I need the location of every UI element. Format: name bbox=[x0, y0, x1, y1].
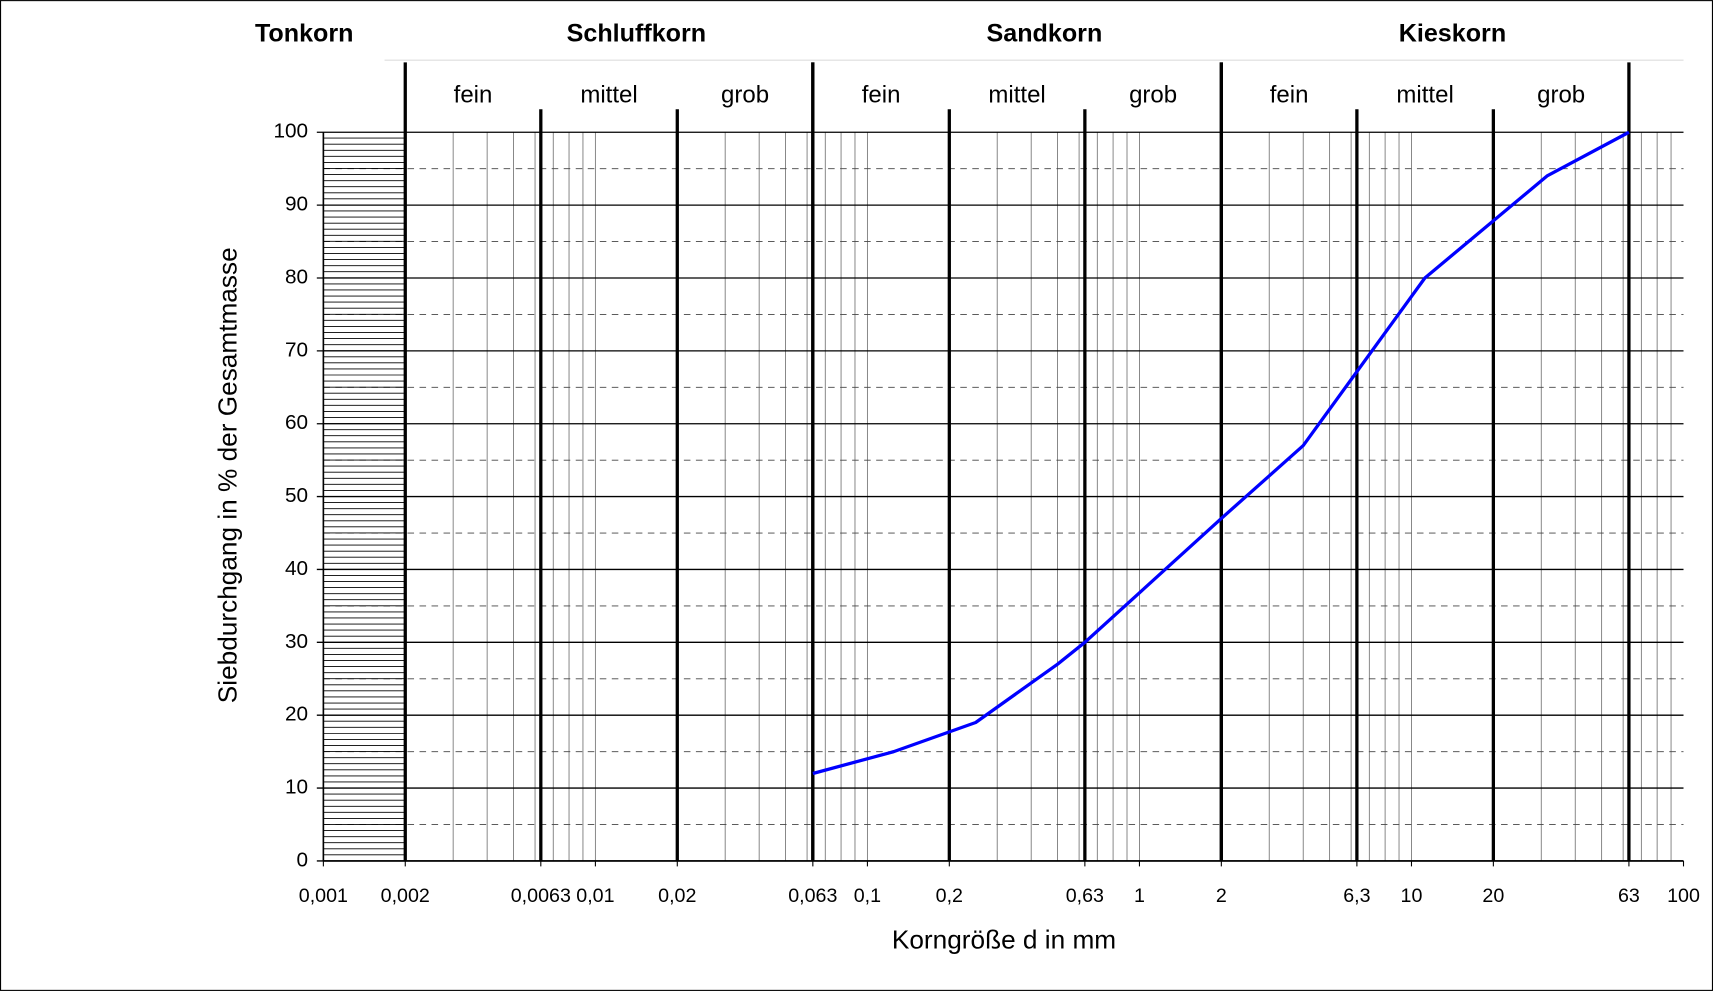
fraction-label: Schluffkorn bbox=[567, 20, 707, 48]
fraction-label: Kieskorn bbox=[1399, 20, 1506, 48]
y-tick-label: 30 bbox=[285, 630, 308, 653]
fraction-label: Tonkorn bbox=[255, 20, 354, 48]
x-tick-label: 0,01 bbox=[576, 885, 614, 907]
x-tick-label: 0,02 bbox=[658, 885, 696, 907]
x-tick-label: 0,2 bbox=[936, 885, 963, 907]
y-tick-label: 70 bbox=[285, 338, 308, 361]
y-axis-title: Siebdurchgang in % der Gesamtmasse bbox=[212, 247, 242, 703]
data-line bbox=[812, 130, 1630, 776]
x-tick-label: 6,3 bbox=[1343, 885, 1370, 907]
x-axis-title: Korngröße d in mm bbox=[892, 925, 1116, 955]
fraction-label: Sandkorn bbox=[986, 20, 1102, 48]
y-tick-label: 10 bbox=[285, 776, 308, 799]
subfraction-label: fein bbox=[1270, 82, 1309, 109]
subfraction-label: grob bbox=[721, 82, 769, 109]
x-tick-label: 0,1 bbox=[854, 885, 881, 907]
x-tick-label: 63 bbox=[1618, 885, 1640, 907]
subfraction-label: mittel bbox=[1396, 82, 1453, 109]
x-tick-label: 0,002 bbox=[381, 885, 430, 907]
x-tick-label: 100 bbox=[1667, 885, 1700, 907]
x-tick-label: 20 bbox=[1482, 885, 1504, 907]
x-tick-label: 0,001 bbox=[299, 885, 348, 907]
x-tick-label: 10 bbox=[1401, 885, 1423, 907]
subfraction-label: grob bbox=[1129, 82, 1177, 109]
y-tick-label: 50 bbox=[285, 484, 308, 507]
subfraction-label: grob bbox=[1537, 82, 1585, 109]
x-tick-label: 0,63 bbox=[1066, 885, 1104, 907]
subfraction-label: fein bbox=[862, 82, 901, 109]
x-tick-label: 0,0063 bbox=[511, 885, 571, 907]
y-tick-label: 80 bbox=[285, 265, 308, 288]
x-tick-label: 0,063 bbox=[788, 885, 837, 907]
subfraction-label: mittel bbox=[580, 82, 637, 109]
y-tick-label: 100 bbox=[273, 120, 308, 143]
y-tick-label: 20 bbox=[285, 703, 308, 726]
y-tick-label: 90 bbox=[285, 193, 308, 216]
subfraction-label: mittel bbox=[988, 82, 1045, 109]
x-tick-label: 2 bbox=[1216, 885, 1227, 907]
y-tick-label: 40 bbox=[285, 557, 308, 580]
y-tick-label: 0 bbox=[297, 848, 309, 871]
subfraction-label: fein bbox=[454, 82, 493, 109]
x-tick-label: 1 bbox=[1134, 885, 1145, 907]
y-tick-label: 60 bbox=[285, 411, 308, 434]
